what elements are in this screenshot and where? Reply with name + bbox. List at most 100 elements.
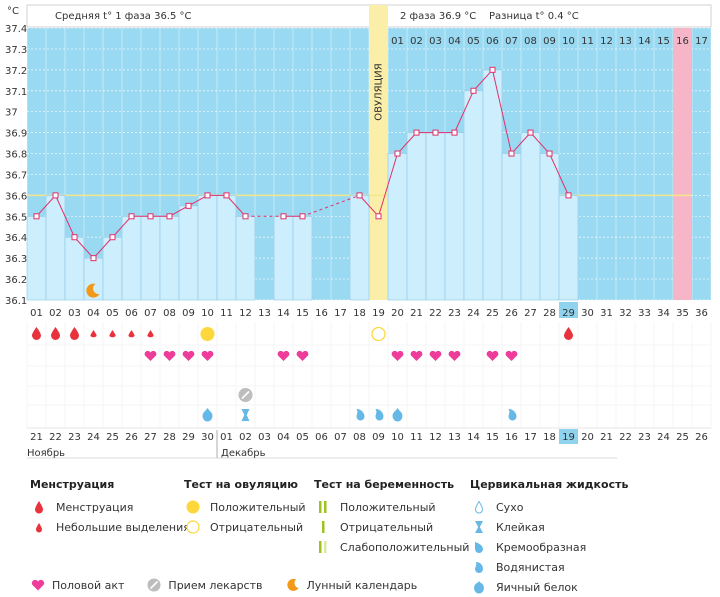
temperature-point — [356, 192, 363, 199]
temperature-point — [128, 213, 135, 220]
temperature-line-segment — [359, 195, 379, 217]
temperature-point — [204, 192, 211, 199]
temperature-point — [185, 202, 192, 209]
heart-icon — [391, 350, 404, 361]
temperature-point — [432, 129, 439, 136]
cycle-day-label: 36 — [695, 308, 708, 319]
temperature-point — [223, 192, 230, 199]
post-ovulation-day-label: 09 — [543, 36, 556, 47]
date-label: 07 — [334, 432, 347, 443]
unit-label: °C — [7, 6, 19, 17]
legend-pregnancy-test: Тест на беременность Положительный Отриц… — [314, 478, 469, 557]
date-label: 01 — [220, 432, 233, 443]
date-label: 03 — [258, 432, 271, 443]
date-label: 25 — [106, 432, 119, 443]
ovulation-test-positive-icon — [200, 327, 215, 341]
cycle-day-label: 10 — [201, 308, 214, 319]
sun-outline-icon — [184, 520, 202, 534]
legend-preg-positive-label: Положительный — [340, 500, 436, 514]
temperature-point — [33, 213, 40, 220]
month-label-november: Ноябрь — [27, 448, 65, 459]
legend-ov-negative-label: Отрицательный — [210, 520, 304, 534]
temperature-point — [299, 213, 306, 220]
date-label: 13 — [448, 432, 461, 443]
legend-intercourse-label: Половой акт — [52, 578, 125, 592]
temperature-point — [451, 129, 458, 136]
y-tick-label: 36.8 — [5, 150, 27, 161]
spotting-drop-icon — [109, 330, 116, 338]
date-label: 06 — [315, 432, 328, 443]
cycle-day-label: 21 — [410, 308, 423, 319]
temperature-point — [527, 129, 534, 136]
legend-ov-positive-label: Положительный — [210, 500, 306, 514]
legend-ovtest-title: Тест на овуляцию — [184, 478, 298, 491]
drop-eggwhite-icon — [470, 580, 488, 594]
drop-watery-icon — [470, 560, 488, 574]
legend-moon-label: Лунный календарь — [306, 578, 418, 592]
temperature-line-segment — [530, 132, 550, 154]
post-ovulation-day-label: 05 — [467, 36, 480, 47]
date-label: 08 — [353, 432, 366, 443]
cycle-day-label: 27 — [524, 308, 537, 319]
post-ovulation-day-label: 13 — [619, 36, 632, 47]
ovulation-column — [369, 5, 388, 300]
legend-menstruation: Менструация Менструация Небольшие выделе… — [30, 478, 190, 537]
post-ovulation-day-label: 02 — [410, 36, 423, 47]
spotting-drop-icon — [147, 330, 154, 338]
y-tick-label: 36.7 — [5, 170, 27, 181]
temperature-point — [394, 150, 401, 157]
menstruation-drop-icon — [32, 327, 41, 340]
cycle-day-label: 18 — [353, 308, 366, 319]
month-label-december: Декабрь — [221, 448, 266, 459]
cycle-day-label: 08 — [163, 308, 176, 319]
temperature-line-segment — [74, 236, 94, 259]
date-label: 29 — [182, 432, 195, 443]
heart-icon — [201, 350, 214, 361]
cycle-day-label: 05 — [106, 308, 119, 319]
temperature-line-segment — [378, 153, 398, 217]
post-ovulation-day-label: 17 — [695, 36, 708, 47]
temperature-line-segment — [226, 195, 246, 217]
post-ovulation-day-label: 04 — [448, 36, 461, 47]
heart-icon — [486, 350, 499, 361]
cycle-day-label: 20 — [391, 308, 404, 319]
temperature-bar — [197, 195, 218, 301]
spotting-drop-icon — [90, 330, 97, 338]
cycle-day-label: 01 — [30, 308, 43, 319]
drop-red-icon — [30, 500, 48, 514]
drop-tilted-icon — [470, 540, 488, 554]
date-label: 19 — [562, 432, 575, 443]
heart-icon — [144, 350, 157, 361]
date-label: 15 — [486, 432, 499, 443]
date-label: 21 — [30, 432, 43, 443]
date-label: 30 — [201, 432, 214, 443]
sun-filled-icon — [184, 500, 202, 514]
cycle-day-label: 35 — [676, 308, 689, 319]
watery-drop-icon — [508, 409, 517, 421]
temperature-point — [565, 192, 572, 199]
date-label: 23 — [638, 432, 651, 443]
heart-icon — [163, 350, 176, 361]
date-label: 17 — [524, 432, 537, 443]
legend-cervical-fluid: Цервикальная жидкость Сухо Клейкая Кремо… — [470, 478, 628, 597]
heart-icon — [448, 350, 461, 361]
highlight-day-column — [673, 28, 692, 300]
heart-icon — [296, 350, 309, 361]
y-tick-label: 36.3 — [5, 254, 27, 265]
legend-pregtest-title: Тест на беременность — [314, 478, 455, 491]
post-ovulation-day-label: 01 — [391, 36, 404, 47]
date-label: 04 — [277, 432, 290, 443]
legend-medication-label: Прием лекарств — [168, 578, 263, 592]
legend-fluid-watery-label: Водянистая — [496, 560, 565, 574]
heart-icon — [410, 350, 423, 361]
post-ovulation-day-label: 10 — [562, 36, 575, 47]
temperature-point — [52, 192, 59, 199]
test-faint-line-icon — [314, 540, 332, 554]
cycle-day-label: 29 — [562, 308, 575, 319]
cycle-day-label: 09 — [182, 308, 195, 319]
temperature-point — [375, 213, 382, 220]
temperature-line-dashed — [302, 194, 360, 217]
temperature-line-segment — [169, 205, 189, 217]
temperature-point — [489, 66, 496, 73]
